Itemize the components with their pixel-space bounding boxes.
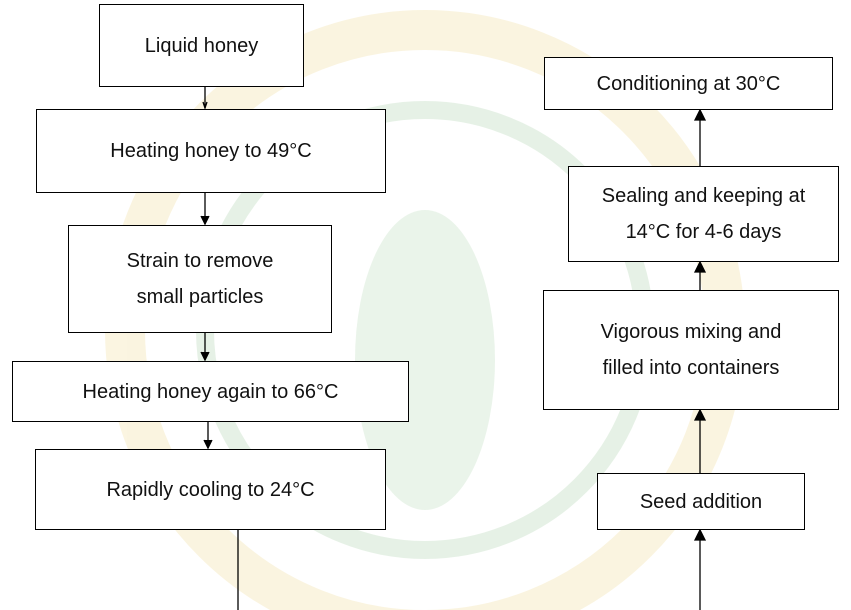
arrow-head [695,110,705,120]
process-box: Seed addition [597,473,805,530]
arrow-head [204,440,212,448]
box-label: Seed addition [640,484,762,520]
box-label: Sealing and keeping at [602,178,806,214]
box-label: filled into containers [603,350,780,386]
arrow-head [201,216,209,224]
box-label: Conditioning at 30°C [597,66,781,102]
page: {"nodes": [ {"lines": ["Liquid honey"]},… [0,0,851,610]
process-box: Heating honey to 49°C [36,109,386,193]
box-label: Strain to remove [127,243,274,279]
process-box: Rapidly cooling to 24°C [35,449,386,530]
box-label: Rapidly cooling to 24°C [106,472,314,508]
box-label: Vigorous mixing and [601,314,782,350]
box-label: small particles [137,279,264,315]
box-label: 14°C for 4-6 days [626,214,782,250]
process-box: Conditioning at 30°C [544,57,833,110]
arrow-head [695,530,705,540]
box-label: Heating honey to 49°C [110,133,311,169]
process-box: Liquid honey [99,4,304,87]
process-box: Heating honey again to 66°C [12,361,409,422]
box-label: Heating honey again to 66°C [83,374,339,410]
box-label: Liquid honey [145,28,258,64]
